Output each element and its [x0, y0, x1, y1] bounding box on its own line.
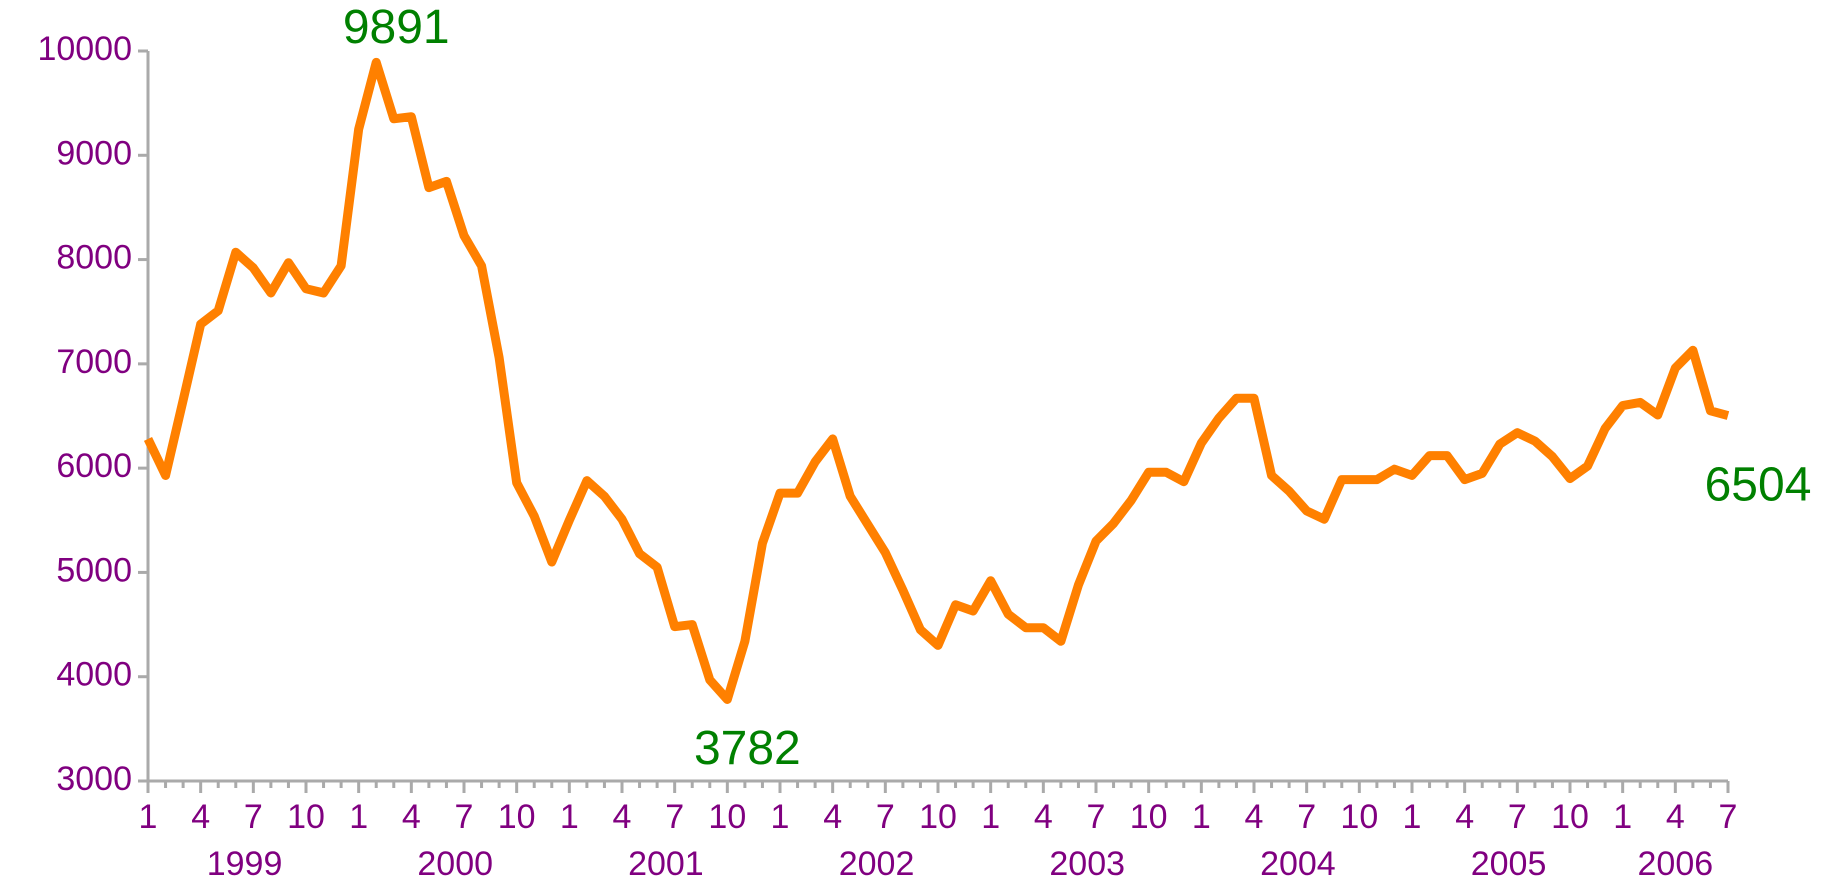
y-tick-label: 4000: [56, 656, 132, 694]
year-label: 1999: [207, 845, 283, 883]
x-tick-label: 1: [1403, 798, 1422, 836]
x-tick-label: 10: [919, 798, 957, 836]
x-tick-label: 7: [244, 798, 263, 836]
y-tick-label: 9000: [56, 134, 132, 172]
x-tick-label: 1: [1613, 798, 1632, 836]
x-tick-label: 10: [708, 798, 746, 836]
year-label: 2004: [1260, 845, 1336, 883]
x-tick-label: 4: [1034, 798, 1053, 836]
x-tick-label: 1: [1192, 798, 1211, 836]
y-tick-label: 3000: [56, 760, 132, 798]
x-tick-label: 4: [402, 798, 421, 836]
x-tick-label: 7: [1087, 798, 1106, 836]
x-tick-label: 10: [287, 798, 325, 836]
x-tick-label: 4: [1245, 798, 1264, 836]
x-tick-label: 7: [665, 798, 684, 836]
x-tick-label: 7: [1719, 798, 1738, 836]
x-tick-label: 1: [981, 798, 1000, 836]
x-tick-label: 10: [1130, 798, 1168, 836]
y-tick-label: 5000: [56, 551, 132, 589]
y-tick-label: 10000: [37, 30, 132, 68]
x-tick-label: 7: [1508, 798, 1527, 836]
x-tick-label: 4: [1666, 798, 1685, 836]
x-tick-label: 7: [1297, 798, 1316, 836]
data-label: 9891: [343, 1, 450, 54]
year-label: 2006: [1638, 845, 1714, 883]
year-label: 2003: [1049, 845, 1125, 883]
y-tick-label: 8000: [56, 239, 132, 277]
x-tick-label: 1: [560, 798, 579, 836]
data-label: 3782: [694, 722, 801, 775]
data-label: 6504: [1705, 458, 1812, 511]
x-tick-label: 7: [876, 798, 895, 836]
x-tick-label: 4: [823, 798, 842, 836]
x-tick-label: 10: [1551, 798, 1589, 836]
x-tick-label: 10: [1340, 798, 1378, 836]
line: [143, 57, 1730, 704]
x-tick-label: 1: [349, 798, 368, 836]
x-tick-label: 4: [613, 798, 632, 836]
x-tick-label: 1: [771, 798, 790, 836]
year-label: 2000: [417, 845, 493, 883]
y-tick-label: 6000: [56, 447, 132, 485]
x-tick-label: 4: [191, 798, 210, 836]
year-label: 2001: [628, 845, 704, 883]
year-label: 2002: [839, 845, 915, 883]
x-tick-label: 7: [455, 798, 474, 836]
y-tick-label: 7000: [56, 343, 132, 381]
x-tick-label: 1: [139, 798, 158, 836]
x-tick-label: 4: [1455, 798, 1474, 836]
year-label: 2005: [1471, 845, 1547, 883]
x-tick-label: 10: [498, 798, 536, 836]
